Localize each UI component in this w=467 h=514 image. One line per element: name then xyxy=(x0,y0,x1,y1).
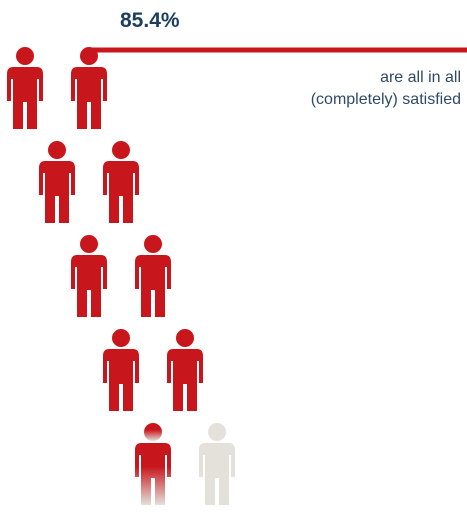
person-icon-filled xyxy=(39,141,75,223)
person-icon-filled xyxy=(167,329,203,411)
person-icon-empty xyxy=(199,423,235,505)
person-icon-filled xyxy=(103,141,139,223)
caption: are all in all (completely) satisfied xyxy=(201,67,461,111)
caption-line-1: are all in all xyxy=(380,69,461,86)
person-icon-filled xyxy=(7,47,43,129)
person-icon-filled xyxy=(135,235,171,317)
person-icon-filled xyxy=(71,235,107,317)
person-icon-partial xyxy=(135,423,171,505)
person-icon-filled xyxy=(71,47,107,129)
caption-line-2: (completely) satisfied xyxy=(310,91,461,108)
value-label: 85.4% xyxy=(120,9,180,32)
icons-layer xyxy=(7,47,235,505)
person-icon-filled xyxy=(103,329,139,411)
